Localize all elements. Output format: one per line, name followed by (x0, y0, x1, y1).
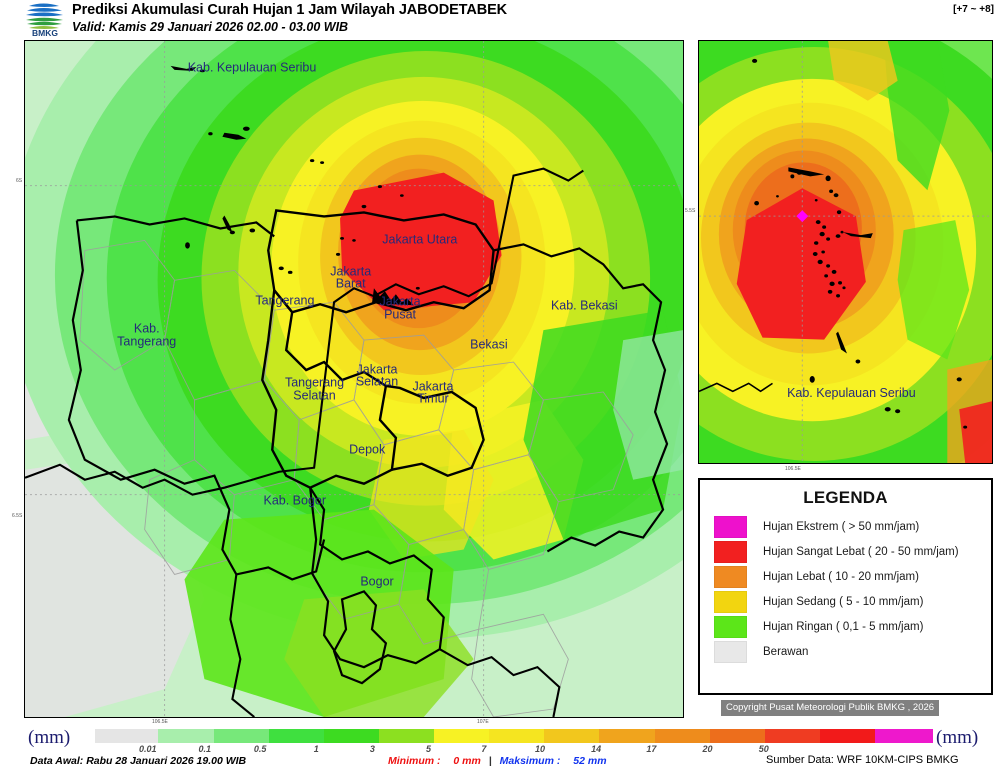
utc-offset-label: [+7 ~ +8] (953, 4, 994, 15)
colorbar-seg-1 (158, 729, 214, 743)
legend-item-hujan-ekstrem: Hujan Ekstrem ( > 50 mm/jam) (700, 514, 991, 539)
colorbar-seg-5 (378, 729, 435, 743)
colorbar-tick-4: 3 (369, 744, 375, 754)
colorbar-seg-0 (95, 729, 159, 743)
colorbar-seg-10 (654, 729, 710, 743)
legend-label-hujan-ringan: Hujan Ringan ( 0,1 - 5 mm/jam) (763, 620, 924, 633)
legend-swatch-hujan-lebat (714, 565, 747, 588)
bmkg-logo: BMKG (26, 3, 63, 37)
colorbar-seg-9 (599, 729, 655, 743)
inset-zoom-map[interactable]: Kab. Kepulauan Seribu (698, 40, 993, 464)
minimum-value: 0 mm (453, 755, 481, 767)
inset-tick-lon-1065e: 106.5E (785, 466, 801, 472)
page-header: BMKG Prediksi Akumulasi Curah Hujan 1 Ja… (0, 0, 1000, 37)
colorbar (95, 729, 933, 743)
colorbar-seg-8 (544, 729, 600, 743)
colorbar-tick-9: 17 (646, 744, 657, 754)
min-max-summary: Minimum : 0 mm | Maksimum : 52 mm (388, 755, 607, 767)
colorbar-tick-10: 20 (702, 744, 713, 754)
colorbar-seg-2 (213, 729, 269, 743)
legend-item-berawan: Berawan (700, 639, 991, 664)
colorbar-tick-6: 7 (481, 744, 487, 754)
main-map-contours (25, 41, 683, 717)
main-map-tick-lat-65s: 6.5S (12, 513, 23, 519)
colorbar-ticks: 0.01 0.1 0.5 1 3 5 7 10 14 17 20 50 (95, 744, 933, 756)
legend-label-berawan: Berawan (763, 645, 809, 658)
main-map-tick-lon-107e: 107E (477, 719, 489, 725)
colorbar-seg-12 (764, 729, 820, 743)
main-rainfall-map[interactable]: Kab. Kepulauan Seribu Kab. Tangerang Tan… (24, 40, 684, 718)
inset-center-marker (796, 210, 809, 223)
legend-item-hujan-sangat-lebat: Hujan Sangat Lebat ( 20 - 50 mm/jam) (700, 539, 991, 564)
data-awal-label: Data Awal: Rabu 28 Januari 2026 19.00 WI… (30, 755, 247, 767)
colorbar-tick-5: 5 (426, 744, 432, 754)
legend-item-hujan-ringan: Hujan Ringan ( 0,1 - 5 mm/jam) (700, 614, 991, 639)
legend-label-hujan-ekstrem: Hujan Ekstrem ( > 50 mm/jam) (763, 520, 920, 533)
colorbar-unit-left: (mm) (28, 727, 71, 748)
colorbar-tick-2: 0.5 (253, 744, 267, 754)
page-title: Prediksi Akumulasi Curah Hujan 1 Jam Wil… (72, 2, 508, 18)
colorbar-tick-11: 50 (758, 744, 769, 754)
legend-swatch-berawan (714, 640, 747, 663)
colorbar-tick-8: 14 (591, 744, 602, 754)
colorbar-tick-0: 0.01 (139, 744, 157, 754)
main-map-tick-lat-6s: 6S (16, 178, 23, 184)
colorbar-seg-3 (268, 729, 324, 743)
legend-swatch-hujan-sedang (714, 590, 747, 613)
maksimum-value: 52 mm (573, 755, 607, 767)
legend-swatch-hujan-ekstrem (714, 515, 747, 538)
copyright-banner: Copyright Pusat Meteorologi Publik BMKG … (721, 700, 940, 716)
legend-title: LEGENDA (803, 488, 888, 507)
inset-map-contours (699, 41, 992, 463)
legend-swatch-hujan-ringan (714, 615, 747, 638)
data-source-label: Sumber Data: WRF 10KM-CIPS BMKG (766, 754, 959, 766)
main-map-canvas (25, 41, 683, 717)
inset-tick-lat-55s: 5.5S (685, 208, 696, 214)
colorbar-seg-7 (489, 729, 545, 743)
colorbar-tick-3: 1 (313, 744, 319, 754)
legend-panel: LEGENDA Hujan Ekstrem ( > 50 mm/jam) Huj… (698, 478, 993, 695)
legend-item-hujan-sedang: Hujan Sedang ( 5 - 10 mm/jam) (700, 589, 991, 614)
legend-label-hujan-sangat-lebat: Hujan Sangat Lebat ( 20 - 50 mm/jam) (763, 545, 959, 558)
maksimum-label: Maksimum : (499, 755, 561, 767)
colorbar-seg-11 (709, 729, 765, 743)
legend-swatch-hujan-sangat-lebat (714, 540, 747, 563)
colorbar-unit-right: (mm) (936, 727, 979, 748)
minmax-separator: | (488, 755, 492, 767)
minimum-label: Minimum : (388, 755, 441, 767)
colorbar-tick-7: 10 (534, 744, 545, 754)
svg-text:BMKG: BMKG (32, 28, 58, 37)
colorbar-tick-1: 0.1 (198, 744, 212, 754)
legend-item-hujan-lebat: Hujan Lebat ( 10 - 20 mm/jam) (700, 564, 991, 589)
legend-label-hujan-lebat: Hujan Lebat ( 10 - 20 mm/jam) (763, 570, 919, 583)
validity-subtitle: Valid: Kamis 29 Januari 2026 02.00 - 03.… (72, 20, 349, 34)
colorbar-seg-4 (323, 729, 379, 743)
legend-rows: Hujan Ekstrem ( > 50 mm/jam) Hujan Sanga… (700, 514, 991, 664)
legend-label-hujan-sedang: Hujan Sedang ( 5 - 10 mm/jam) (763, 595, 924, 608)
colorbar-seg-13 (819, 729, 876, 743)
main-map-tick-lon-1065e: 106.5E (152, 719, 168, 725)
colorbar-seg-14 (875, 729, 933, 743)
colorbar-seg-6 (434, 729, 490, 743)
